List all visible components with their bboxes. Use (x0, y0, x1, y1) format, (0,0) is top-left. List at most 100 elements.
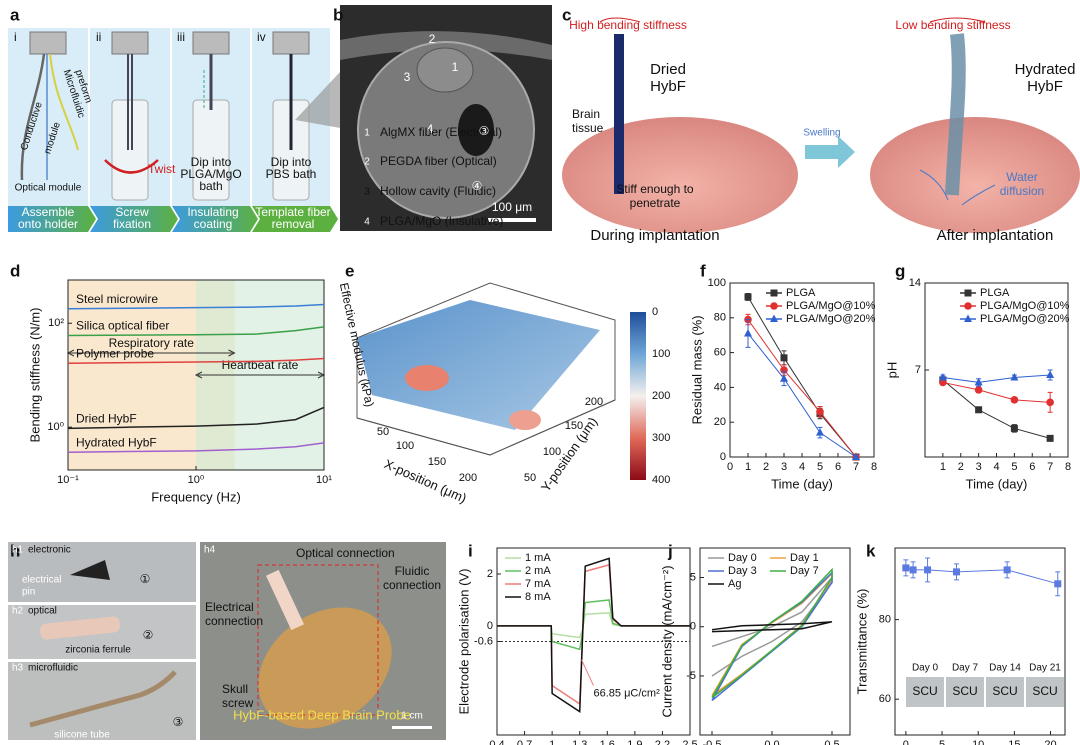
x-tick-label: 20 (1044, 739, 1056, 745)
y-tick-label: 50 (524, 472, 536, 484)
series-line (711, 621, 833, 633)
y-tick-label: 100 (543, 446, 561, 458)
scale-label: 100 μm (492, 200, 532, 214)
photo-label: Day 14 (989, 663, 1021, 674)
x-tick-label: 5 (817, 461, 823, 473)
fiber-label: HybF (1027, 78, 1063, 95)
series-line (747, 296, 857, 458)
legend-entry: Steel microwire (76, 292, 158, 306)
x-tick-label: 7 (1047, 461, 1053, 473)
y-axis-label: Residual mass (%) (689, 315, 704, 424)
legend-entry: Ag (728, 578, 741, 590)
photo-label: pin (22, 587, 35, 598)
marker (1010, 372, 1019, 381)
marker (1010, 396, 1019, 404)
cross-section-label: 2 (429, 32, 436, 46)
x-tick-label: 8 (871, 461, 877, 473)
photo-text: SCU (992, 684, 1017, 698)
legend-entry: Hydrated HybF (76, 435, 157, 449)
stage-label: coating (194, 217, 233, 231)
marker (816, 428, 824, 436)
x-tick-label: 1.9 (627, 739, 642, 745)
marker (974, 386, 983, 394)
x-tick-label: 10⁻¹ (57, 474, 79, 486)
marker (816, 407, 824, 416)
plot-frame (894, 547, 1066, 736)
legend-entry: PLGA/MgO@10% (980, 300, 1070, 312)
y-tick-label: 60 (714, 347, 726, 359)
x-tick-label: 1 (745, 461, 751, 473)
legend-entry: Day 0 (728, 552, 757, 564)
panel-label: g (895, 261, 905, 280)
stiff-label: penetrate (630, 196, 681, 210)
photo-label: h1 (12, 545, 24, 556)
legend-number: 4 (364, 217, 370, 228)
marker (744, 293, 752, 301)
cross-section-label: 1 (452, 60, 459, 74)
fiber-label: Hydrated (1015, 61, 1076, 78)
step-label: iv (257, 30, 266, 44)
y-tick-label: 7 (915, 364, 921, 376)
marker (1046, 370, 1055, 378)
marker (780, 354, 788, 362)
dip-label: Dip into (191, 155, 232, 169)
photo-text: SCU (952, 684, 977, 698)
legend-entry: PLGA/MgO@10% (786, 300, 876, 312)
dip-label: PLGA/MgO (180, 167, 241, 181)
y-tick-label: 10² (48, 317, 64, 329)
photo-label: optical (28, 606, 57, 617)
cross-section-label: 4 (427, 122, 434, 136)
colorbar-tick: 300 (652, 432, 670, 444)
y-axis-label: Bending stiffness (N/m) (27, 308, 42, 443)
legend-entry: 1 mA (525, 552, 551, 564)
x-tick-label: 100 (396, 440, 414, 452)
marker (852, 452, 860, 460)
x-tick-label: 15 (1008, 739, 1020, 745)
stiff-label: Stiff enough to (616, 182, 694, 196)
water-label: diffusion (1000, 184, 1044, 198)
annotation-arrow (581, 659, 594, 686)
y-tick-label: 20 (714, 416, 726, 428)
photo-label: HybF-based Deep Brain Probe (233, 707, 411, 722)
y-tick-label: 0 (487, 620, 493, 632)
photo-label: electronic (28, 545, 71, 556)
y-tick-label: 80 (714, 312, 726, 324)
photo-text: SCU (1032, 684, 1057, 698)
x-tick-label: 4 (799, 461, 805, 473)
x-tick-label: 2.5 (682, 739, 697, 745)
legend-entry: Day 1 (790, 552, 819, 564)
panel-label: d (10, 261, 20, 280)
photo-label: connection (205, 614, 263, 628)
marker (938, 372, 947, 381)
panel-label: e (345, 261, 354, 280)
photo-label: Fluidic (395, 564, 430, 578)
x-tick-label: 2 (763, 461, 769, 473)
legend-entry: PLGA (980, 287, 1010, 299)
photo-label: Day 0 (912, 663, 939, 674)
panel-label: h (10, 541, 20, 560)
photo-label: connection (383, 578, 441, 592)
panel-h-art (8, 542, 446, 740)
x-tick-label: 10⁰ (188, 474, 205, 486)
stage-label: Template fiber (255, 205, 330, 219)
photo-label: ① (140, 572, 151, 586)
x-tick-label: 0 (727, 461, 733, 473)
panel-label: k (866, 541, 876, 560)
colorbar-tick: 0 (652, 306, 658, 318)
axis-label: X-position (μm) (382, 456, 469, 506)
marker (780, 374, 788, 382)
marker (964, 314, 972, 322)
step-label: ii (96, 30, 101, 44)
x-tick-label: 0.4 (489, 739, 504, 745)
legend-entry: Dried HybF (76, 412, 137, 426)
marker (1054, 580, 1062, 588)
x-tick-label: -0.5 (703, 739, 722, 745)
twist-label: Twist (148, 162, 176, 176)
marker (964, 289, 972, 297)
y-tick-label: 100 (708, 277, 726, 289)
x-tick-label: 2.2 (655, 739, 670, 745)
x-tick-label: 1.6 (600, 739, 615, 745)
legend-entry: Silica optical fiber (76, 319, 169, 333)
x-tick-label: 0.5 (824, 739, 839, 745)
